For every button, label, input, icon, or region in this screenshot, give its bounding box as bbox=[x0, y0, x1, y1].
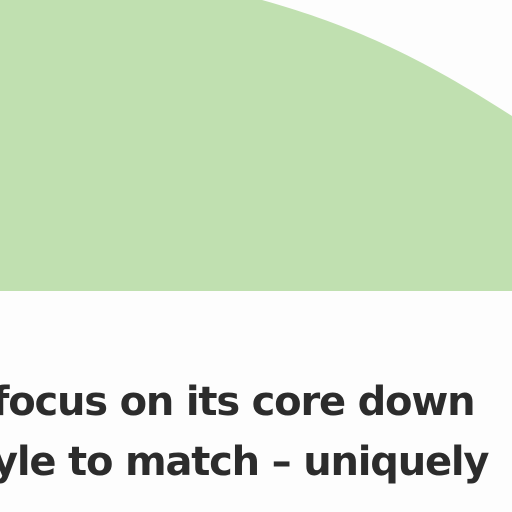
headline-line-1: focus on its core down bbox=[0, 379, 476, 425]
headline-line-2: yle to match – uniquely bbox=[0, 439, 489, 485]
green-semicircle-shape bbox=[0, 0, 512, 291]
article-headline: focus on its core down yle to match – un… bbox=[0, 372, 512, 492]
